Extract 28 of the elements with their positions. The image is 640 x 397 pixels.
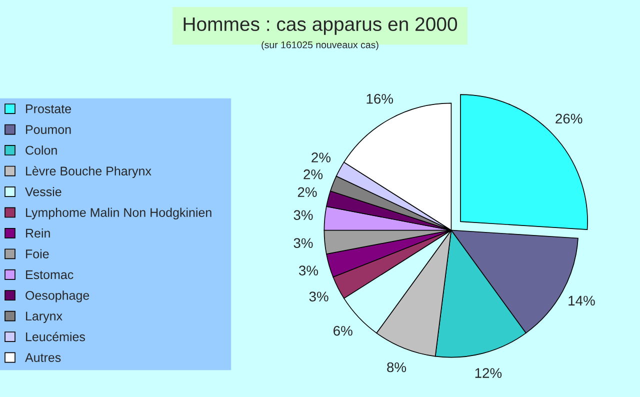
- data-label: 8%: [387, 362, 406, 372]
- legend-label: Lymphome Malin Non Hodgkinien: [26, 208, 212, 220]
- data-label: 2%: [312, 152, 331, 162]
- legend-label: Oesophage: [26, 290, 90, 302]
- legend-label: Lèvre Bouche Pharynx: [26, 166, 152, 178]
- chart-title: Hommes : cas apparus en 2000: [184, 17, 458, 35]
- legend-label: Prostate: [26, 104, 71, 114]
- chart-subtitle: (sur 161025 nouveaux cas): [262, 41, 378, 50]
- data-label: 3%: [294, 210, 313, 220]
- legend-label: Vessie: [25, 187, 62, 196]
- legend-label: Larynx: [26, 312, 62, 324]
- data-label: 3%: [294, 238, 313, 248]
- legend-label: Rein: [26, 228, 50, 238]
- data-label: 3%: [298, 266, 318, 276]
- data-label: 2%: [304, 169, 323, 180]
- legend-label: Poumon: [26, 125, 71, 134]
- legend-label: Autres: [25, 353, 61, 362]
- legend-label: Colon: [26, 146, 57, 155]
- data-label: 26%: [556, 114, 582, 124]
- data-label: 16%: [366, 94, 394, 104]
- legend-label: Estomac: [26, 270, 74, 280]
- legend-label: Foie: [26, 249, 49, 258]
- data-label: 14%: [568, 296, 595, 306]
- data-label: 6%: [334, 326, 352, 336]
- data-label: 3%: [309, 292, 328, 302]
- data-label: 2%: [298, 187, 317, 197]
- data-label: 12%: [475, 368, 502, 378]
- legend-label: Leucémies: [26, 332, 85, 342]
